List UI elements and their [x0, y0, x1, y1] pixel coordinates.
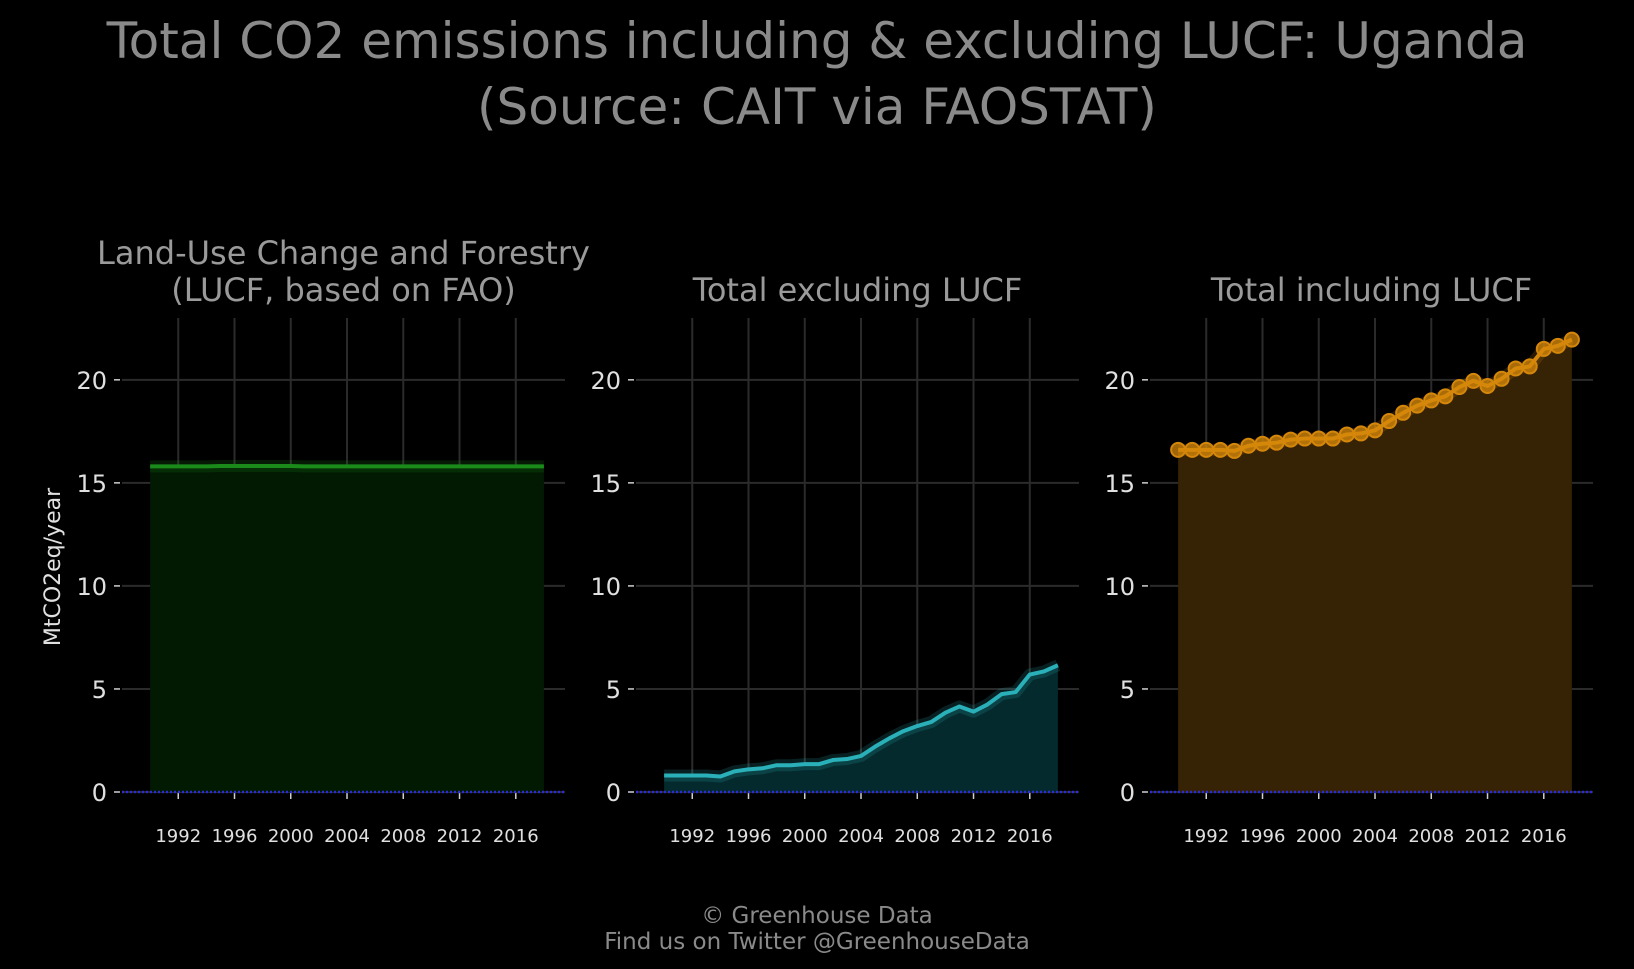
area-fill: [150, 465, 544, 792]
footer-copyright: © Greenhouse Data: [701, 903, 933, 929]
area-fill: [664, 665, 1058, 792]
data-point: [1549, 337, 1566, 354]
x-tick-label: 2016: [1521, 826, 1567, 847]
y-tick-label: 20: [590, 367, 621, 395]
y-tick-label: 0: [1120, 779, 1135, 807]
y-tick-label: 5: [92, 676, 107, 704]
x-tick-label: 2000: [268, 826, 314, 847]
y-tick-label: 10: [76, 573, 107, 601]
panel-title: Land-Use Change and Forestry: [97, 234, 590, 272]
x-tick-label: 1996: [726, 826, 772, 847]
panel-title: (LUCF, based on FAO): [171, 271, 516, 309]
data-point: [1296, 430, 1313, 447]
x-tick-label: 1996: [212, 826, 258, 847]
data-point: [1226, 442, 1243, 459]
area-fill: [1178, 339, 1572, 792]
y-tick-label: 15: [1104, 470, 1135, 498]
y-tick-label: 10: [590, 573, 621, 601]
data-point: [1170, 441, 1187, 458]
data-point: [1324, 430, 1341, 447]
data-point: [1381, 413, 1398, 430]
data-point: [1507, 360, 1524, 377]
y-tick-label: 0: [606, 779, 621, 807]
x-tick-label: 1992: [1183, 826, 1229, 847]
x-tick-label: 2000: [1296, 826, 1342, 847]
chart-subtitle: (Source: CAIT via FAOSTAT): [477, 78, 1157, 136]
data-point: [1198, 441, 1215, 458]
data-point: [1493, 370, 1510, 387]
data-point: [1240, 437, 1257, 454]
data-point: [1254, 435, 1271, 452]
y-tick-label: 15: [76, 470, 107, 498]
data-point: [1563, 331, 1580, 348]
panel-2: 1992 1996 2000 2004 2008 2012 2016 0 5 10 15 20 Tota…: [590, 271, 1079, 847]
footer-twitter: Find us on Twitter @GreenhouseData: [604, 929, 1030, 955]
panel-title: Total excluding LUCF: [692, 271, 1023, 309]
x-tick-label: 1992: [155, 826, 201, 847]
data-point: [1367, 422, 1384, 439]
data-point: [1212, 441, 1229, 458]
panels: 1992 1996 2000 2004 2008 2012 201605101520Land…: [41, 234, 1593, 847]
data-point: [1479, 378, 1496, 395]
x-tick-label: 2012: [1465, 826, 1511, 847]
y-tick-label: 5: [606, 676, 621, 704]
panel-1: 1992 1996 2000 2004 2008 2012 2016 0 5 10 15 20 Land…: [41, 234, 590, 847]
data-point: [1535, 340, 1552, 357]
data-point: [1268, 434, 1285, 451]
x-tick-label: 1992: [669, 826, 715, 847]
x-tick-label: 2004: [1352, 826, 1398, 847]
data-point: [1465, 372, 1482, 389]
data-point: [1282, 431, 1299, 448]
data-point: [1310, 430, 1327, 447]
data-point: [1521, 358, 1538, 375]
x-tick-label: 2004: [838, 826, 884, 847]
data-point: [1395, 404, 1412, 421]
y-tick-label: 5: [1120, 676, 1135, 704]
x-tick-label: 2016: [493, 826, 539, 847]
y-axis-label: MtCO2eq/year: [41, 487, 66, 646]
data-point: [1437, 388, 1454, 405]
x-tick-label: 1996: [1240, 826, 1286, 847]
x-tick-label: 2012: [951, 826, 997, 847]
x-tick-label: 2000: [782, 826, 828, 847]
panel-3: 1992 1996 2000 2004 2008 2012 2016 0 5 10 15 20 Tota…: [1104, 271, 1593, 847]
y-tick-label: 20: [76, 367, 107, 395]
chart-title: Total CO2 emissions including & excludin…: [106, 12, 1528, 70]
data-point: [1451, 379, 1468, 396]
data-point: [1184, 441, 1201, 458]
x-tick-label: 2008: [380, 826, 426, 847]
x-tick-label: 2008: [1408, 826, 1454, 847]
data-point: [1409, 397, 1426, 414]
series-line: [664, 663, 1059, 779]
panel-title: Total including LUCF: [1210, 271, 1532, 309]
y-tick-label: 10: [1104, 573, 1135, 601]
x-tick-label: 2012: [437, 826, 483, 847]
data-point: [1423, 392, 1440, 409]
data-point: [1338, 426, 1355, 443]
y-tick-label: 15: [590, 470, 621, 498]
x-tick-label: 2016: [1007, 826, 1053, 847]
y-tick-label: 20: [1104, 367, 1135, 395]
data-point: [1352, 425, 1369, 442]
x-tick-label: 2008: [894, 826, 940, 847]
y-tick-label: 0: [92, 779, 107, 807]
x-tick-label: 2004: [324, 826, 370, 847]
